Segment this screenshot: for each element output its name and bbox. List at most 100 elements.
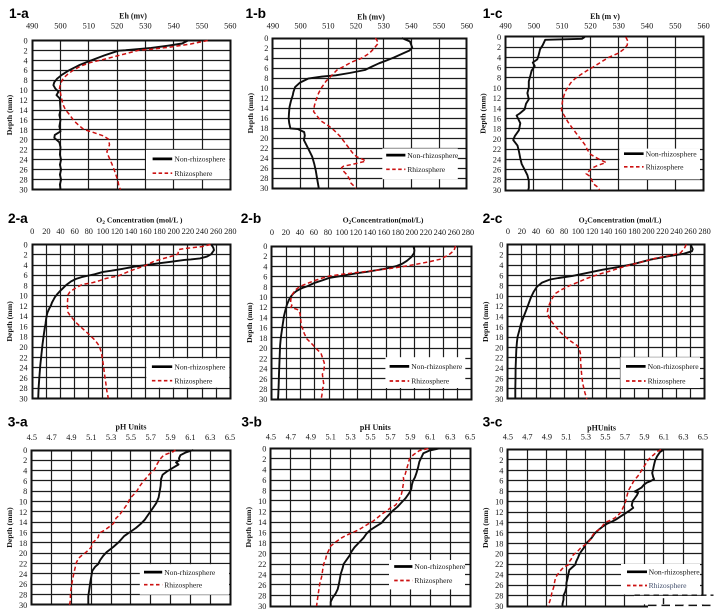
svg-text:10: 10 — [493, 84, 501, 93]
svg-text:8: 8 — [24, 76, 28, 85]
svg-text:0: 0 — [264, 34, 268, 43]
svg-text:24: 24 — [258, 570, 267, 579]
svg-text:5.5: 5.5 — [126, 433, 136, 442]
svg-text:18: 18 — [259, 334, 267, 343]
svg-text:28: 28 — [258, 591, 266, 600]
svg-text:Non-rhizosphere: Non-rhizosphere — [414, 562, 466, 571]
svg-text:200: 200 — [642, 227, 654, 236]
svg-text:Non-rhizosphere: Non-rhizosphere — [407, 151, 459, 160]
svg-text:2: 2 — [262, 455, 266, 464]
svg-text:5.9: 5.9 — [639, 433, 649, 442]
svg-text:0: 0 — [24, 36, 28, 45]
svg-text:Depth (mm): Depth (mm) — [245, 302, 254, 343]
svg-text:6.5: 6.5 — [225, 433, 235, 442]
svg-text:0: 0 — [23, 446, 27, 455]
svg-text:Depth (mm): Depth (mm) — [479, 93, 488, 134]
svg-text:Rhizosphere: Rhizosphere — [414, 576, 453, 585]
svg-text:140: 140 — [364, 228, 376, 237]
svg-text:Eh (m v): Eh (m v) — [590, 12, 620, 21]
svg-text:0: 0 — [262, 444, 266, 453]
svg-text:80: 80 — [324, 228, 332, 237]
svg-text:4.5: 4.5 — [266, 432, 276, 441]
svg-text:Rhizosphere: Rhizosphere — [174, 169, 213, 178]
svg-text:4.9: 4.9 — [306, 432, 316, 441]
svg-text:260: 260 — [210, 227, 222, 236]
svg-text:24: 24 — [493, 155, 502, 164]
svg-text:30: 30 — [493, 186, 501, 195]
svg-text:Eh (mv): Eh (mv) — [357, 12, 385, 21]
svg-text:240: 240 — [434, 228, 446, 237]
svg-text:5.1: 5.1 — [86, 433, 96, 442]
svg-text:40: 40 — [532, 227, 540, 236]
svg-text:510: 510 — [83, 21, 95, 30]
svg-text:Rhizosphere: Rhizosphere — [174, 376, 213, 385]
svg-text:6.1: 6.1 — [425, 432, 435, 441]
svg-text:160: 160 — [378, 228, 390, 237]
svg-text:120: 120 — [586, 227, 598, 236]
svg-text:24: 24 — [19, 570, 28, 579]
svg-text:5.1: 5.1 — [326, 432, 336, 441]
svg-text:12: 12 — [260, 94, 268, 103]
svg-text:8: 8 — [499, 282, 503, 291]
svg-text:540: 540 — [405, 22, 417, 31]
svg-text:10: 10 — [19, 86, 27, 95]
svg-text:18: 18 — [493, 125, 501, 134]
svg-text:3-c: 3-c — [483, 414, 503, 429]
svg-text:22: 22 — [258, 560, 266, 569]
svg-text:60: 60 — [310, 228, 318, 237]
svg-text:4: 4 — [499, 466, 504, 475]
svg-text:8: 8 — [262, 486, 266, 495]
svg-text:540: 540 — [167, 21, 179, 30]
svg-text:18: 18 — [495, 539, 503, 548]
svg-text:200: 200 — [406, 228, 418, 237]
svg-text:Non-rhizosphere: Non-rhizosphere — [174, 362, 226, 371]
svg-text:4.7: 4.7 — [522, 433, 532, 442]
svg-text:26: 26 — [259, 375, 267, 384]
svg-text:3-a: 3-a — [8, 414, 28, 429]
svg-text:0: 0 — [499, 240, 503, 249]
svg-text:12: 12 — [495, 302, 503, 311]
svg-text:16: 16 — [19, 323, 27, 332]
svg-text:200: 200 — [167, 227, 179, 236]
svg-text:540: 540 — [641, 21, 653, 30]
svg-text:160: 160 — [139, 227, 151, 236]
svg-text:100: 100 — [572, 227, 584, 236]
svg-text:4: 4 — [499, 261, 504, 270]
svg-text:Non-rhizosphere: Non-rhizosphere — [646, 149, 698, 158]
svg-text:6.3: 6.3 — [678, 433, 688, 442]
svg-text:pHUnits: pHUnits — [587, 424, 616, 433]
svg-text:0: 0 — [506, 227, 510, 236]
svg-text:8: 8 — [499, 487, 503, 496]
svg-text:40: 40 — [56, 227, 64, 236]
svg-text:26: 26 — [19, 166, 27, 175]
svg-text:100: 100 — [97, 227, 109, 236]
svg-text:180: 180 — [628, 227, 640, 236]
svg-text:0: 0 — [499, 445, 503, 454]
svg-text:14: 14 — [19, 518, 28, 527]
svg-text:Non-rhizosphere: Non-rhizosphere — [164, 568, 216, 577]
svg-text:6: 6 — [497, 64, 501, 73]
svg-text:30: 30 — [259, 395, 267, 404]
svg-text:500: 500 — [528, 21, 540, 30]
svg-text:12: 12 — [19, 96, 27, 105]
svg-text:0: 0 — [24, 240, 28, 249]
svg-text:530: 530 — [612, 21, 624, 30]
svg-text:O2 Concentration (mol/L ): O2 Concentration (mol/L ) — [96, 216, 183, 227]
svg-text:26: 26 — [260, 164, 268, 173]
svg-text:24: 24 — [19, 156, 28, 165]
svg-text:4.7: 4.7 — [46, 433, 56, 442]
svg-text:20: 20 — [495, 550, 503, 559]
svg-text:6.3: 6.3 — [205, 433, 215, 442]
svg-text:18: 18 — [19, 539, 27, 548]
svg-text:28: 28 — [19, 176, 27, 185]
svg-text:3-b: 3-b — [241, 414, 262, 429]
svg-text:Depth (mm): Depth (mm) — [481, 507, 490, 548]
svg-text:5.9: 5.9 — [405, 432, 415, 441]
svg-text:490: 490 — [499, 21, 511, 30]
svg-text:22: 22 — [493, 145, 501, 154]
svg-text:2-c: 2-c — [483, 211, 503, 226]
svg-text:4: 4 — [497, 53, 502, 62]
svg-text:240: 240 — [670, 227, 682, 236]
svg-text:14: 14 — [260, 104, 269, 113]
svg-text:Rhizosphere: Rhizosphere — [649, 581, 688, 590]
